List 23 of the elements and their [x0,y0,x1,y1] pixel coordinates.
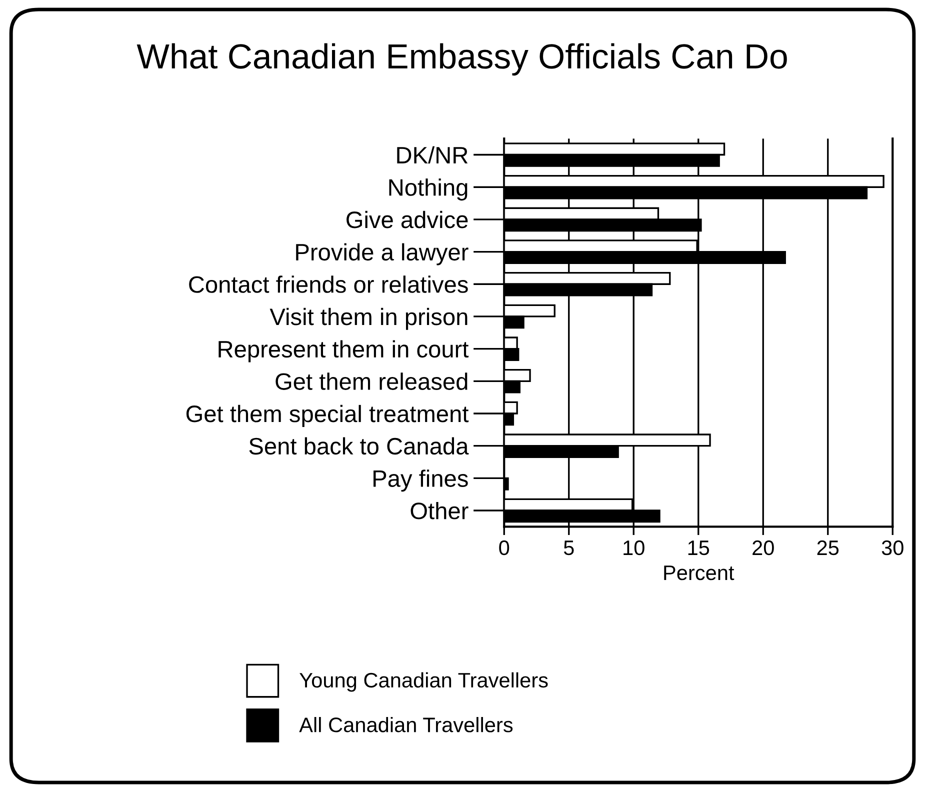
y-tick-label: Sent back to Canada [249,437,469,455]
y-tick-label: Get them released [276,372,468,390]
x-axis-title: Percent [664,566,734,580]
y-tick-label: Visit them in prison [270,308,468,330]
y-tick-label: Give advice [346,210,468,228]
x-tick-label: 5 [564,540,574,556]
y-tick-label: Pay fines [374,470,468,492]
x-tick-label: 20 [752,540,774,556]
x-tick-label: 15 [688,540,710,556]
y-tick-label: Get them special treatment [186,404,469,427]
legend-label: All Canadian Travellers [299,716,513,732]
y-tick-label: Contact friends or relatives [189,276,468,293]
x-tick-label: 25 [817,540,839,556]
y-tick-label: Represent them in court [218,340,469,362]
x-tick-label: 0 [499,540,510,556]
y-tick-label: Other [410,502,468,520]
y-tick-label: DK/NR [397,146,468,164]
y-tick-label: Provide a lawyer [296,243,468,266]
x-tick-label: 10 [624,540,644,556]
y-tick-label: Nothing [389,178,468,201]
chart-title: What Canadian Embassy Officials Can Do [136,43,787,76]
x-tick-label: 30 [882,540,904,556]
legend-label: Young Canadian Travellers [300,672,548,692]
